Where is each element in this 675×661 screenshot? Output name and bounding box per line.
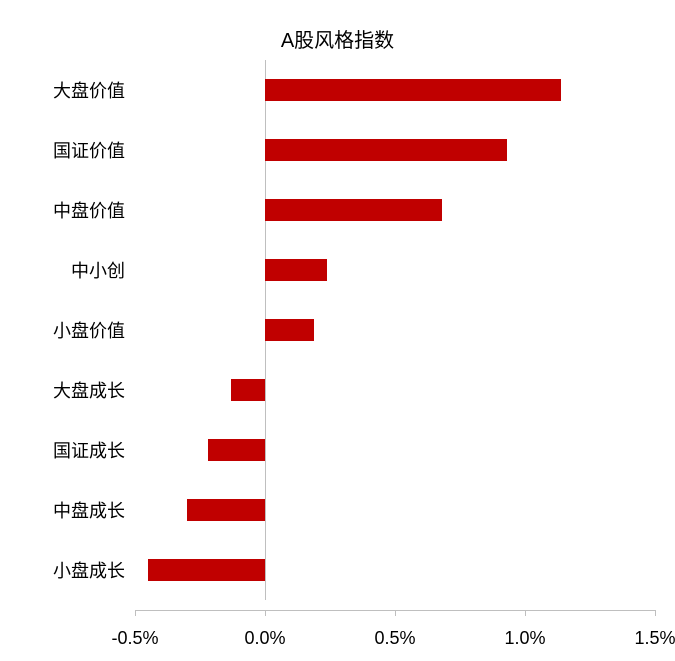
y-axis-label: 中盘价值 xyxy=(0,197,135,223)
x-axis-tick xyxy=(135,610,136,616)
y-axis-label: 中盘成长 xyxy=(0,497,135,523)
x-axis-tick xyxy=(265,610,266,616)
plot-area: 大盘价值国证价值中盘价值中小创小盘价值大盘成长国证成长中盘成长小盘成长-0.5%… xyxy=(135,60,655,600)
bar xyxy=(187,499,265,522)
bar xyxy=(265,139,507,162)
bar xyxy=(231,379,265,402)
bar xyxy=(148,559,265,582)
chart-title: A股风格指数 xyxy=(0,24,675,53)
y-axis-label: 大盘成长 xyxy=(0,377,135,403)
x-axis-tick xyxy=(655,610,656,616)
bar xyxy=(208,439,265,462)
bar xyxy=(265,259,327,282)
x-axis-label: 1.5% xyxy=(634,628,675,649)
y-axis-label: 国证成长 xyxy=(0,437,135,463)
y-axis-label: 小盘价值 xyxy=(0,317,135,343)
a-share-style-index-chart: A股风格指数 大盘价值国证价值中盘价值中小创小盘价值大盘成长国证成长中盘成长小盘… xyxy=(0,0,675,661)
x-axis-label: 0.5% xyxy=(374,628,415,649)
x-axis-label: 1.0% xyxy=(504,628,545,649)
x-axis-label: 0.0% xyxy=(244,628,285,649)
bar xyxy=(265,79,561,102)
bar xyxy=(265,319,314,342)
x-axis-tick xyxy=(395,610,396,616)
y-axis-label: 大盘价值 xyxy=(0,77,135,103)
x-axis-tick xyxy=(525,610,526,616)
y-axis-label: 中小创 xyxy=(0,257,135,283)
y-axis-label: 小盘成长 xyxy=(0,557,135,583)
y-axis-label: 国证价值 xyxy=(0,137,135,163)
x-axis-label: -0.5% xyxy=(111,628,158,649)
bar xyxy=(265,199,442,222)
